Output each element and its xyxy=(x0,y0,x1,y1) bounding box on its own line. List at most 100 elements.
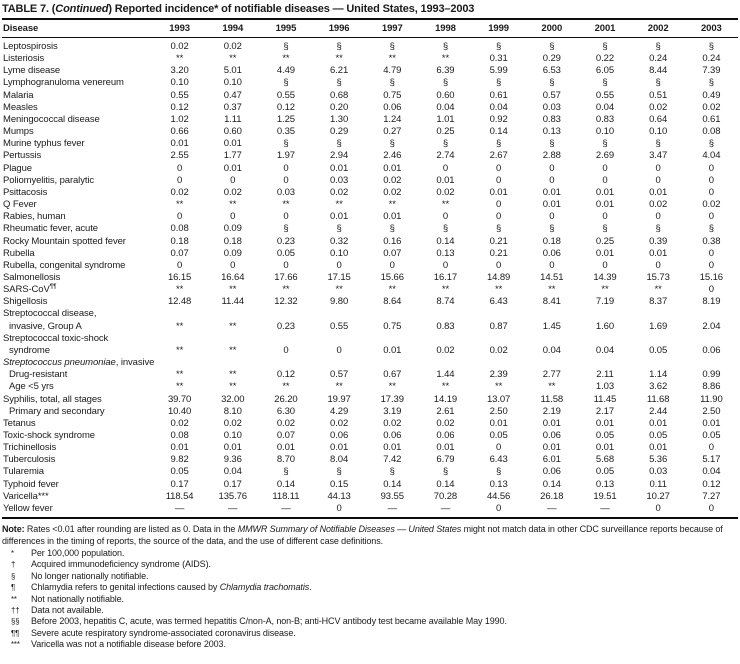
incidence-value-cell: 70.28 xyxy=(433,490,458,502)
incidence-value-cell: 0 xyxy=(176,174,183,186)
incidence-value-cell: 0.51 xyxy=(649,89,668,101)
incidence-value-cell: § xyxy=(389,223,395,235)
incidence-value-cell: 0.02 xyxy=(170,186,189,198)
table-row: Trichinellosis 0.01 0.01 0.01 0.01 0.01 0.01 0 0… xyxy=(2,442,738,454)
disease-name-label: Murine typhus fever xyxy=(3,138,85,150)
incidence-value-cell: § xyxy=(336,138,342,150)
incidence-value-cell: § xyxy=(602,138,608,150)
footnote-text: No longer nationally notifiable. xyxy=(31,571,738,582)
incidence-value-cell: 0 xyxy=(496,211,502,223)
incidence-value-cell: 0.68 xyxy=(330,89,349,101)
incidence-value-cell: ** xyxy=(548,284,556,296)
disease-name-label: Leptospirosis xyxy=(3,41,58,52)
incidence-value-cell: § xyxy=(389,138,395,150)
incidence-value-cell: 0 xyxy=(176,211,183,223)
incidence-value-cell: § xyxy=(602,77,608,89)
column-header-year: 2002 xyxy=(631,18,685,38)
incidence-value-cell: 0.22 xyxy=(595,53,614,65)
incidence-value-cell: 0.04 xyxy=(223,466,242,478)
incidence-value-cell: 39.70 xyxy=(167,393,192,405)
incidence-value-cell: — xyxy=(259,502,313,520)
incidence-value-cell: 2.17 xyxy=(595,405,614,417)
disease-name-label: Streptococcal disease, xyxy=(3,308,97,320)
text-segment: Varicella was not a notifiable disease b… xyxy=(31,639,226,650)
disease-name-cell: Rheumatic fever, acute xyxy=(2,223,153,235)
incidence-value-cell: 0.06 xyxy=(383,430,402,441)
incidence-value-cell: 0.38 xyxy=(702,235,721,247)
incidence-value-cell: ** xyxy=(282,284,290,296)
incidence-value-cell: 0.35 xyxy=(276,126,295,138)
column-header-year: 1994 xyxy=(206,18,260,38)
footnote-text: Not nationally notifiable. xyxy=(31,594,738,605)
incidence-value-cell: 0.60 xyxy=(223,126,242,138)
incidence-value-cell: § xyxy=(655,77,661,89)
incidence-value-cell: 2.77 xyxy=(542,369,561,381)
incidence-value-cell: 0.24 xyxy=(649,53,668,65)
text-segment: TABLE 7. ( xyxy=(2,3,56,15)
disease-name-label: Tuberculosis xyxy=(3,454,56,466)
disease-name-label: Age <5 yrs xyxy=(9,381,54,393)
incidence-value-cell: 0.06 xyxy=(330,430,349,441)
incidence-value-cell: 135.76 xyxy=(218,490,248,502)
table-row: Tuberculosis 9.82 9.36 8.70 8.04 7.42 6.79 6.43… xyxy=(2,454,738,466)
disease-name-label: Plague xyxy=(3,162,32,174)
incidence-value-cell: 0 xyxy=(631,502,685,520)
incidence-value-cell: 0.25 xyxy=(436,126,455,138)
incidence-value-cell: 0.31 xyxy=(489,53,508,65)
disease-name-cell: Rubella xyxy=(2,248,153,260)
incidence-value-cell: ** xyxy=(175,381,184,393)
incidence-value-cell: 8.10 xyxy=(223,405,242,417)
table-row: Listeriosis ** ** ** ** ** ** 0.31 0.29 0.22 0.24 0… xyxy=(2,53,738,65)
footnote-marker: §§ xyxy=(11,617,20,627)
table-body: Leptospirosis 0.02 0.02 § § § § § § § § § Listeriosi… xyxy=(2,38,738,520)
footnote-item: †† Data not available. xyxy=(2,605,738,616)
incidence-value-cell: 0.01 xyxy=(383,442,402,454)
incidence-value-cell: 0.03 xyxy=(276,186,295,198)
incidence-value-cell: 0 xyxy=(283,162,289,174)
incidence-value-cell: ** xyxy=(388,199,396,211)
incidence-value-cell: 4.49 xyxy=(276,65,295,77)
disease-name-label: Rubella, congenital syndrome xyxy=(3,259,126,271)
incidence-value-cell: ** xyxy=(175,284,184,296)
disease-name-label: Drug-resistant xyxy=(9,369,68,381)
incidence-value-cell: 0.17 xyxy=(223,478,242,490)
incidence-value-cell: ** xyxy=(282,53,290,65)
incidence-value-cell: 5.68 xyxy=(595,454,614,466)
incidence-value-cell: 5.99 xyxy=(489,65,508,77)
disease-name-label: Lyme disease xyxy=(3,65,61,77)
incidence-value-cell: 7.42 xyxy=(383,454,402,466)
incidence-value-cell: 0.08 xyxy=(702,126,721,138)
incidence-value-cell: 0.55 xyxy=(276,89,295,101)
disease-name-label-line2: syndrome xyxy=(9,344,50,356)
incidence-value-cell: 0.99 xyxy=(702,369,721,381)
incidence-value-cell: 0.14 xyxy=(489,126,508,138)
incidence-value-cell: 4.29 xyxy=(330,405,349,417)
incidence-value-cell: 8.37 xyxy=(649,296,668,308)
table-row: Typhoid fever 0.17 0.17 0.14 0.15 0.14 0.14 0.1… xyxy=(2,479,738,491)
incidence-value-cell: § xyxy=(549,77,555,89)
incidence-value-cell: 9.82 xyxy=(170,454,189,466)
incidence-value-cell: 0.21 xyxy=(489,247,508,259)
incidence-value-cell: 0.83 xyxy=(542,113,561,125)
footnote-text: Before 2003, hepatitis C, acute, was ter… xyxy=(31,616,738,627)
disease-name-cell: Malaria xyxy=(2,90,153,102)
incidence-value-cell: 14.89 xyxy=(486,271,511,283)
table-row: Leptospirosis 0.02 0.02 § § § § § § § § § xyxy=(2,38,738,54)
incidence-value-cell: 0.01 xyxy=(223,442,242,454)
incidence-value-cell: 0.01 xyxy=(595,199,614,211)
disease-name-cell: Lymphogranuloma venereum xyxy=(2,77,153,89)
disease-name-cell: Plague xyxy=(2,163,153,175)
footnote-text: Acquired immunodeficiency syndrome (AIDS… xyxy=(31,559,738,570)
table-row: Lymphogranuloma venereum 0.10 0.10 § § § § § § § §… xyxy=(2,77,738,89)
incidence-value-cell: 0.08 xyxy=(170,430,189,441)
incidence-value-cell: 0.57 xyxy=(330,369,349,381)
table-row: Syphilis, total, all stages 39.70 32.00 26.… xyxy=(2,394,738,406)
incidence-value-cell: 118.54 xyxy=(165,490,194,502)
disease-name-label: Mumps xyxy=(3,126,34,138)
notes-section: Note: Rates <0.01 after rounding are lis… xyxy=(2,519,738,650)
incidence-value-cell: 2.67 xyxy=(489,150,508,162)
incidence-value-cell: 0.09 xyxy=(223,223,242,235)
incidence-value-cell: § xyxy=(336,466,342,478)
incidence-value-cell: 0 xyxy=(655,259,661,271)
incidence-value-cell: 0 xyxy=(230,174,236,186)
